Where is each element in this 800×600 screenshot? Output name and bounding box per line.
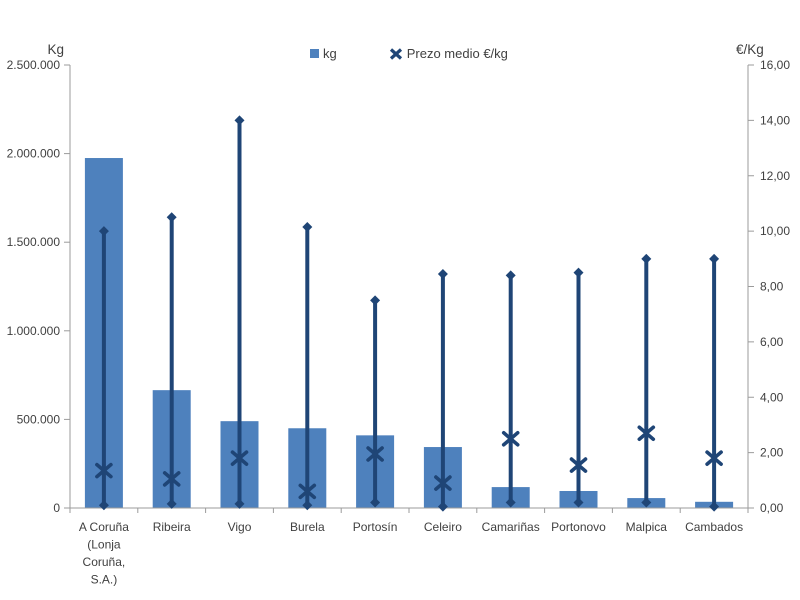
legend-item-prezo-medio: Prezo medio €/kg: [389, 46, 508, 61]
legend-label-kg: kg: [323, 46, 337, 61]
right-axis-tick-label: 4,00: [760, 390, 784, 404]
left-axis-title: Kg: [47, 42, 64, 57]
max-price-marker-1: [166, 212, 177, 223]
avg-price-marker-1: [162, 471, 181, 487]
right-axis-tick-label: 0,00: [760, 501, 784, 515]
x-marker-icon: [389, 47, 402, 60]
right-axis-tick-label: 8,00: [760, 280, 784, 294]
max-price-marker-0: [98, 226, 109, 237]
min-price-marker-0: [98, 500, 109, 511]
avg-price-marker-7: [569, 457, 588, 473]
left-axis-tick-label: 2.000.000: [7, 147, 61, 161]
category-label: Cambados: [685, 520, 743, 534]
min-price-marker-5: [437, 501, 448, 512]
left-axis-tick-label: 0: [53, 501, 60, 515]
min-price-marker-7: [573, 497, 584, 508]
kg-series-swatch-icon: [310, 49, 319, 58]
min-price-marker-4: [370, 497, 381, 508]
avg-price-marker-6: [501, 430, 520, 447]
min-price-marker-1: [166, 498, 177, 509]
right-axis-title: €/Kg: [736, 42, 764, 57]
legend-item-kg: kg: [310, 46, 337, 61]
left-axis-tick-label: 1.500.000: [7, 235, 61, 249]
category-label: Ribeira: [153, 520, 191, 534]
min-price-marker-3: [302, 500, 313, 511]
right-axis-tick-label: 10,00: [760, 224, 790, 238]
min-price-marker-2: [234, 498, 245, 509]
max-price-marker-8: [641, 253, 652, 264]
max-price-marker-2: [234, 115, 245, 126]
avg-price-marker-4: [366, 446, 384, 462]
right-axis-tick-label: 12,00: [760, 169, 790, 183]
legend: kg Prezo medio €/kg: [310, 46, 508, 61]
legend-label-prezo-medio: Prezo medio €/kg: [406, 46, 508, 61]
right-axis-tick-label: 16,00: [760, 58, 790, 72]
max-price-marker-7: [573, 267, 584, 278]
min-price-marker-8: [641, 497, 652, 508]
left-axis-tick-label: 1.000.000: [7, 324, 61, 338]
max-price-marker-9: [709, 253, 720, 264]
max-price-marker-4: [370, 295, 381, 306]
right-axis-tick-label: 2,00: [760, 446, 784, 460]
left-axis-tick-label: 2.500.000: [7, 58, 61, 72]
max-price-marker-3: [302, 221, 313, 232]
category-label: Camariñas: [482, 520, 540, 534]
avg-price-marker-9: [705, 450, 723, 466]
max-price-marker-5: [437, 269, 448, 280]
left-axis-tick-label: 500.000: [17, 412, 61, 426]
min-price-marker-9: [709, 501, 720, 512]
category-label: Portosín: [353, 520, 398, 534]
right-axis-tick-label: 6,00: [760, 335, 784, 349]
avg-price-marker-5: [434, 475, 452, 491]
category-label: Vigo: [228, 520, 252, 534]
category-label: A Coruña (Lonja Coruña, S.A.): [79, 520, 129, 587]
category-label: Portonovo: [551, 520, 606, 534]
avg-price-marker-3: [298, 483, 317, 500]
avg-price-marker-2: [230, 450, 249, 466]
right-axis-tick-label: 14,00: [760, 113, 790, 127]
avg-price-marker-0: [95, 462, 113, 479]
category-label: Burela: [290, 520, 325, 534]
category-label: Malpica: [626, 520, 668, 534]
avg-price-marker-8: [637, 425, 656, 442]
max-price-marker-6: [505, 270, 516, 281]
category-label: Celeiro: [424, 520, 462, 534]
min-price-marker-6: [505, 497, 516, 508]
